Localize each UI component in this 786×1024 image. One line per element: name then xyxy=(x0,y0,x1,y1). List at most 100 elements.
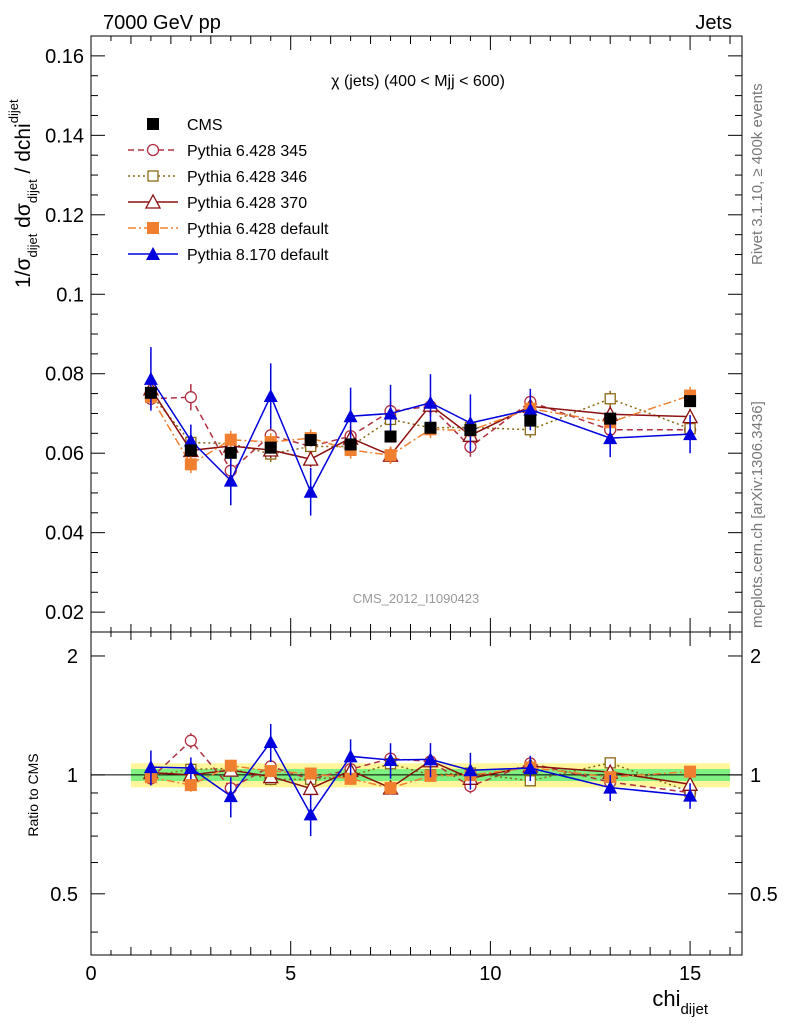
y-tick-label: 0.16 xyxy=(45,46,84,68)
data-point xyxy=(144,386,157,399)
data-point xyxy=(223,473,238,487)
legend-marker xyxy=(147,170,159,182)
legend-marker xyxy=(144,193,162,209)
ratio-point xyxy=(223,789,238,803)
series-line xyxy=(150,388,691,460)
legend-label: Pythia 6.428 default xyxy=(187,221,329,238)
y-tick-label: 0.04 xyxy=(45,523,84,545)
data-point xyxy=(143,371,158,385)
ratio-tick-label-right: 0.5 xyxy=(750,884,778,906)
legend-marker xyxy=(146,247,160,260)
y-tick-label: 0.08 xyxy=(45,364,84,386)
ratio-point xyxy=(683,788,698,802)
y-tick-label: 0.02 xyxy=(45,602,84,624)
ratio-tick-label: 1 xyxy=(67,765,78,787)
ratio-line xyxy=(150,759,691,790)
series-line xyxy=(150,378,691,494)
ratio-point xyxy=(463,763,478,777)
data-point xyxy=(184,391,197,404)
data-point xyxy=(183,433,198,447)
data-point xyxy=(604,393,616,405)
ratio-point xyxy=(304,767,317,780)
ratio-point xyxy=(523,760,538,774)
ratio-point xyxy=(224,759,237,772)
data-point xyxy=(684,395,697,408)
data-point xyxy=(384,449,397,462)
legend-label: Pythia 6.428 346 xyxy=(187,169,307,186)
ratio-point xyxy=(143,760,158,774)
ratio-point xyxy=(263,734,278,748)
legend-label: Pythia 6.428 345 xyxy=(187,143,307,160)
header-right: Jets xyxy=(695,12,732,34)
legend: CMS Pythia 6.428 345 Pythia 6.428 346 Pythi… xyxy=(128,117,329,264)
ratio-point xyxy=(302,780,319,796)
legend-entry: Pythia 6.428 346 xyxy=(128,169,307,186)
mcplots-label: mcplots.cern.ch [arXiv:1306.3436] xyxy=(749,401,766,628)
ratio-point xyxy=(384,781,397,794)
x-tick-label: 5 xyxy=(285,963,296,985)
main-panel: 0.02 0.04 0.06 0.08 0.1 0.12 0.14 0.16 xyxy=(45,35,743,633)
legend-entry: Pythia 6.428 370 xyxy=(128,193,307,212)
data-point xyxy=(423,395,438,409)
data-point xyxy=(383,406,398,420)
ratio-point xyxy=(684,765,697,778)
y-tick-label: 0.12 xyxy=(45,205,84,227)
data-point xyxy=(523,402,538,416)
ratio-tick-label: 2 xyxy=(67,646,78,668)
rivet-label: Rivet 3.1.10, ≥ 400k events xyxy=(749,83,766,265)
x-tick-label: 0 xyxy=(85,963,96,985)
legend-marker xyxy=(147,118,159,130)
data-point xyxy=(224,433,237,446)
ratio-line xyxy=(150,740,691,816)
data-point xyxy=(263,388,278,402)
data-point xyxy=(302,450,319,466)
header-left: 7000 GeV pp xyxy=(103,12,221,34)
data-point xyxy=(343,409,358,423)
ratio-point xyxy=(183,760,198,774)
ratio-point xyxy=(423,752,438,766)
watermark: CMS_2012_I1090423 xyxy=(353,591,480,606)
legend-marker xyxy=(147,222,159,234)
data-point xyxy=(184,458,197,471)
legend-marker xyxy=(146,143,160,157)
data-point xyxy=(604,412,617,425)
y-axis-label: 1/σdijet dσdijet / dchidijet xyxy=(6,99,40,288)
legend-label: Pythia 6.428 370 xyxy=(187,195,307,212)
ratio-tick-label-right: 1 xyxy=(750,765,761,787)
data-point xyxy=(264,441,277,454)
x-tick-label: 10 xyxy=(479,963,501,985)
x-tick-label: 15 xyxy=(679,963,701,985)
chart-title: χ (jets) (400 < Mjj < 600) xyxy=(331,73,505,90)
y-tick-label: 0.1 xyxy=(56,284,84,306)
data-point xyxy=(683,427,698,441)
y-tick-label: 0.14 xyxy=(45,125,84,147)
data-point xyxy=(344,438,357,451)
legend-label: Pythia 8.170 default xyxy=(187,247,329,264)
legend-label: CMS xyxy=(187,117,223,134)
data-point xyxy=(464,424,477,437)
data-point xyxy=(224,446,237,459)
ratio-frame xyxy=(90,631,743,956)
ratio-point xyxy=(184,734,197,747)
legend-entry: Pythia 8.170 default xyxy=(128,247,329,264)
data-point xyxy=(184,444,197,457)
ratio-point xyxy=(303,807,318,821)
y-tick-label: 0.06 xyxy=(45,443,84,465)
ratio-point xyxy=(383,753,398,767)
ratio-tick-label: 0.5 xyxy=(50,884,78,906)
series-line xyxy=(150,394,691,466)
ratio-y-label: Ratio to CMS xyxy=(25,753,41,836)
ratio-point xyxy=(264,765,277,778)
legend-entry: CMS xyxy=(147,117,223,134)
data-point xyxy=(304,434,317,447)
ratio-point xyxy=(603,780,618,794)
ratio-series-pythia-8-170-default xyxy=(143,724,698,837)
ratio-point xyxy=(344,772,357,785)
ratio-point xyxy=(184,779,197,792)
series-line xyxy=(150,396,691,472)
data-point xyxy=(424,421,437,434)
data-point xyxy=(303,484,318,498)
ratio-panel: 0 5 10 15 0.5 0.5 1 1 2 2 xyxy=(50,631,778,985)
x-axis-label: chidijet xyxy=(652,986,708,1018)
